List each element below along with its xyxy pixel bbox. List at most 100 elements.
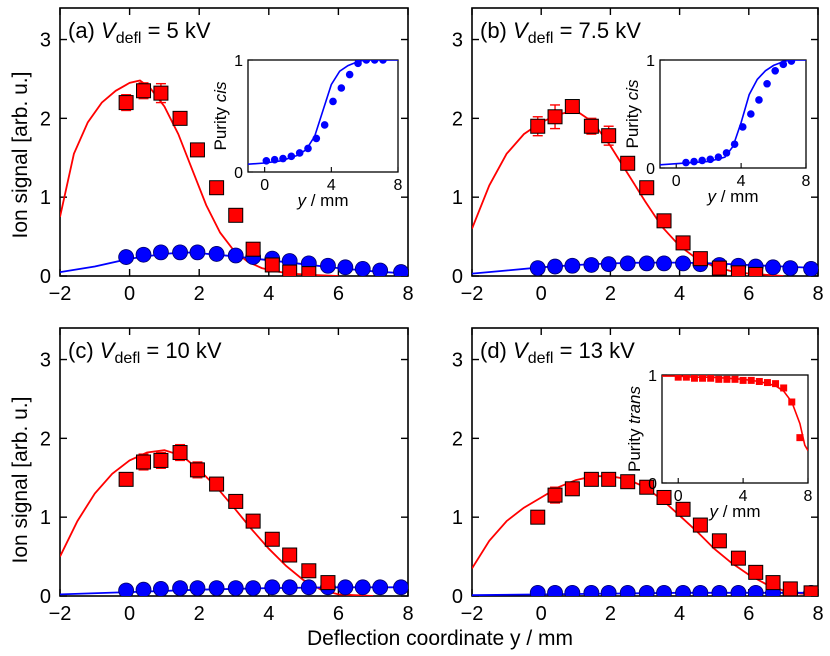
x-tick-label: 8 [402,603,413,625]
blue-data-point [172,244,188,261]
x-tick-label: −2 [461,283,484,305]
plot-area [472,99,818,276]
blue-data-point [153,581,169,596]
panel-title: (a) Vdefl = 5 kV [68,18,211,47]
inset-data-point [682,158,690,167]
blue-data-point [529,584,546,596]
blue-data-point [227,247,244,264]
y-tick-label: 0 [40,266,51,288]
inset-x-label: y / mm [707,187,759,206]
inset-data-point [304,144,312,153]
red-data-point [172,445,188,461]
x-tick-label: 4 [674,283,685,305]
blue-data-point [675,255,691,272]
x-tick-label: 6 [333,603,344,625]
x-tick-label: 4 [263,603,274,625]
y-tick-label: 1 [452,507,463,529]
red-data-point [692,517,708,533]
red-data-point [530,118,546,134]
blue-data-point [354,261,371,276]
panel-title-var: V [100,338,117,363]
inset-data-point [738,123,747,131]
red-data-point [118,471,134,487]
red-data-point [228,493,244,509]
x-tick-label: 2 [605,603,616,625]
x-tick-label: 6 [743,283,754,305]
x-tick-label: 4 [263,283,274,305]
red-data-point [264,531,280,547]
inset-data-point [771,67,779,75]
inset-data-point [730,140,739,149]
inset-data-point [706,155,715,164]
x-tick-label: 6 [333,283,344,305]
x-tick-label: 4 [674,603,685,625]
inset-data-point [270,155,279,164]
blue-data-point [600,256,617,273]
x-tick-label: 8 [812,283,823,305]
inset-x-tick-label: 0 [260,177,269,194]
inset-data-point [723,375,731,383]
red-data-point [301,563,317,579]
blue-data-point [656,255,672,272]
inset-y-tick-label: 1 [646,53,655,70]
x-tick-label: −2 [49,603,72,625]
inset-data-point [772,380,780,388]
inset-y-tick-label: 1 [648,368,657,385]
panel-title-value: = 7.5 kV [553,18,641,43]
blue-data-point [118,249,135,265]
inset-data-point [699,375,707,382]
inset-data-point [337,84,346,92]
blue-data-point [619,584,636,596]
inset-y-tick-label: 0 [646,161,655,178]
blue-data-point [337,579,354,596]
inset-data-point [279,154,287,163]
y-tick-label: 0 [452,266,463,288]
inset-data-point [674,375,682,381]
red-data-point [765,575,781,591]
blue-data-point [547,258,563,275]
inset-data-point [262,157,271,165]
inset-data-point [312,134,321,143]
red-data-point [620,155,636,171]
red-data-point [803,585,818,596]
blue-data-point [675,584,691,596]
blue-data-point [638,255,655,272]
red-data-point [228,207,244,223]
red-data-point [730,265,746,276]
y-axis-label-top: Ion signal [arb. u.] [9,72,32,239]
red-data-point [153,452,169,468]
y-tick-label: 2 [40,108,51,130]
red-data-point [282,547,298,563]
x-tick-label: −2 [49,283,72,305]
red-data-point [136,454,152,470]
blue-data-point [765,259,781,276]
inset-data-point [698,156,706,165]
blue-data-point [803,261,818,276]
inset-data-point [796,434,804,442]
x-tick-label: 0 [124,603,135,625]
blue-data-point [583,584,600,596]
panel-title-sub: defl [528,30,554,47]
inset-data-point [682,375,690,381]
panel-title-value: = 10 kV [140,338,222,363]
inset-data-point [379,60,387,64]
inset-y-tick-label: 0 [234,165,243,182]
blue-data-point [529,260,546,276]
inset-data-point [788,398,796,406]
x-tick-label: 2 [194,283,205,305]
red-data-point [564,99,580,115]
panel-title-var: V [513,338,530,363]
inset-x-tick-label: 0 [672,173,681,190]
blue-data-point [135,246,152,263]
blue-data-point [320,257,336,274]
red-data-point [639,180,655,196]
y-tick-label: 1 [452,187,463,209]
y-tick-label: 1 [40,187,51,209]
red-data-point [264,257,280,273]
red-data-point [601,128,617,144]
inset-data-point [722,149,731,157]
x-tick-label: 2 [605,283,616,305]
panel-frame [59,7,409,277]
